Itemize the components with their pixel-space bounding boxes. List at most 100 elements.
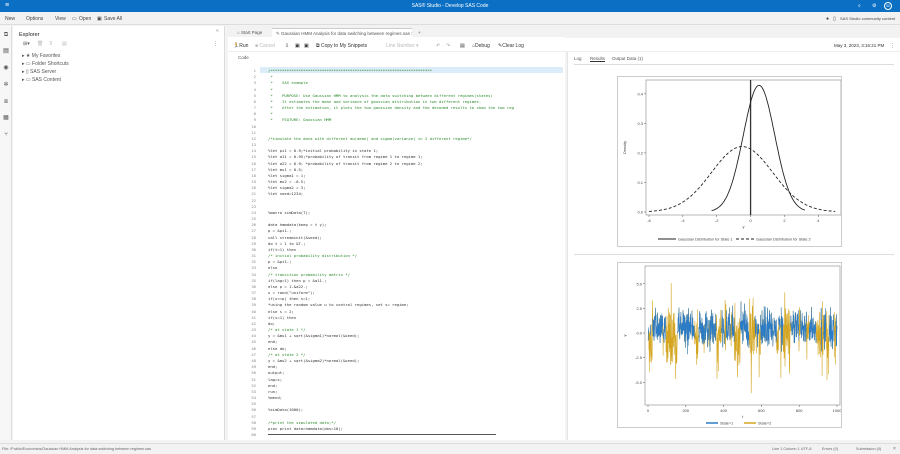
code-line: * — [268, 74, 273, 80]
plot-frame — [644, 265, 841, 406]
debug-label: Debug — [475, 43, 490, 49]
cancel-label: Cancel — [259, 43, 275, 49]
avatar[interactable]: M — [884, 2, 892, 10]
code-line: /* initial probability distribution */ — [268, 253, 358, 259]
tree-item-sas-content[interactable]: ▸ ▭ SAS Content — [22, 77, 61, 83]
line-number: 58 — [251, 419, 256, 425]
new-folder-icon[interactable]: ⊞▾ — [23, 41, 30, 47]
tasks-icon[interactable]: ✲ — [3, 82, 9, 88]
current-line-highlight — [260, 67, 563, 73]
errors-indicator[interactable]: Errors (0) — [822, 447, 839, 451]
line-number: 12 — [251, 135, 256, 141]
line-number: 27 — [251, 228, 256, 234]
hamburger-icon[interactable]: ≡ — [5, 2, 10, 9]
tab-log[interactable]: Log — [574, 56, 582, 61]
tab-bar: ⌂ Start Page ✎ Gaussian HMM Analysis for… — [228, 26, 900, 37]
clear-log-button[interactable]: ✎Clear Log — [498, 43, 524, 49]
save-as-icon[interactable]: ▣ — [295, 43, 300, 49]
code-line: else do; — [268, 345, 287, 351]
line-number: 55 — [251, 401, 256, 407]
code-line: /*simulate the data with different mu(me… — [268, 135, 472, 141]
tree-item-my-favorites[interactable]: ▸ ★ My Favorites — [22, 53, 61, 59]
menu-bar: New Options View ▭ Open ▣ Save All ● ▯ S… — [0, 12, 900, 25]
settings-icon[interactable]: ⚙ — [872, 3, 877, 9]
x-tick-label: -4 — [681, 218, 685, 223]
delete-icon[interactable]: 🗑 — [37, 41, 44, 47]
line-number: 31 — [251, 253, 256, 259]
tab-code[interactable]: Code — [238, 55, 249, 60]
collapse-icon[interactable]: « — [216, 28, 219, 34]
git-icon[interactable]: ⑂ — [4, 132, 8, 138]
toolbar: 🏃Run ■ Cancel ⇩ ▣ ▣ ⧉ Copy to My Snippet… — [228, 38, 900, 52]
menu-view[interactable]: View — [55, 16, 66, 22]
line-number-dropdown[interactable]: Line Number ▾ — [386, 43, 419, 49]
explorer-icon[interactable]: ▤ — [3, 48, 9, 54]
tree-label: SAS Server — [30, 69, 57, 75]
tab-program[interactable]: ✎ Gaussian HMM Analysis for data switchi… — [272, 28, 412, 37]
tab-label: Start Page — [240, 30, 263, 35]
close-icon[interactable]: × — [893, 446, 896, 452]
debug-button[interactable]: ⌂Debug — [472, 43, 490, 49]
help-icon[interactable]: ● — [826, 16, 830, 22]
filter-icon[interactable]: ⊽ — [49, 41, 53, 47]
line-number: 30 — [251, 246, 256, 252]
code-line: output; — [268, 370, 285, 376]
tab-output-data[interactable]: Output Data (1) — [612, 56, 644, 61]
y-tick-label: 5.0 — [636, 281, 642, 286]
code-line: /***************************************… — [268, 68, 432, 73]
divider — [574, 64, 894, 65]
line-number: 16 — [251, 160, 256, 166]
line-number: 50 — [251, 370, 256, 376]
line-number: 36 — [251, 283, 256, 289]
format-icon[interactable]: ▤ — [460, 43, 465, 49]
tree-item-folder-shortcuts[interactable]: ▸ ▭ Folder Shortcuts — [22, 61, 69, 67]
run-button[interactable]: 🏃Run — [233, 43, 249, 49]
code-line: /* at state 1 */ — [268, 327, 306, 333]
cursor-position: Line 1 Column 1 UTF-8 — [772, 447, 812, 451]
search-icon[interactable]: ⌕ — [858, 3, 861, 9]
submission-indicator[interactable]: Submission (0) — [856, 447, 882, 451]
menu-open[interactable]: Open — [79, 16, 92, 22]
legend-label: State=2 — [758, 422, 771, 426]
line-number: 29 — [251, 240, 256, 246]
x-tick-label: 0 — [749, 218, 752, 223]
code-editor[interactable]: 1 /**************************************… — [230, 64, 563, 438]
jobs-icon[interactable]: ▦ — [3, 115, 9, 121]
community-content-link[interactable]: SAS Studio community content — [840, 16, 896, 21]
properties-icon[interactable]: ▤ — [62, 41, 67, 47]
tree-label: My Favorites — [31, 53, 61, 59]
cancel-button[interactable]: ■ Cancel — [255, 43, 275, 49]
redo-icon[interactable]: ↷ — [446, 43, 451, 49]
more-icon[interactable]: ⋮ — [890, 43, 895, 49]
menu-options[interactable]: Options — [26, 16, 44, 22]
menu-new[interactable]: New — [5, 16, 16, 22]
libraries-icon[interactable]: ◉ — [3, 65, 9, 71]
undo-icon[interactable]: ↶ — [436, 43, 441, 49]
line-number: 3 — [253, 80, 256, 86]
open-files-icon[interactable]: ⧉ — [3, 32, 9, 38]
more-options-icon[interactable]: ⋮ — [213, 41, 218, 47]
code-line: p = &pi1.; — [268, 228, 292, 234]
copy-snippets-button[interactable]: ⧉ Copy to My Snippets — [316, 43, 368, 49]
line-number: 41 — [251, 314, 256, 320]
download-icon[interactable]: ▣ — [304, 43, 309, 49]
code-line: end; — [268, 339, 278, 345]
tree-item-sas-server[interactable]: ▸ ▯ SAS Server — [22, 69, 57, 75]
code-line: %let a11 = 0.95;*probability of transit … — [268, 154, 423, 160]
plot-frame — [645, 79, 841, 216]
save-icon[interactable]: ⇩ — [285, 43, 290, 49]
app-title: SAS® Studio - Develop SAS Code — [411, 3, 489, 9]
x-tick-label: 4 — [817, 218, 820, 223]
x-axis-label: y — [743, 224, 745, 229]
snippets-icon[interactable]: ⧈ — [4, 99, 8, 105]
x-tick-label: 0 — [647, 408, 650, 413]
add-tab-icon[interactable]: + — [418, 30, 421, 35]
code-line: do t = 1 to &T.; — [268, 240, 306, 246]
line-number: 48 — [251, 357, 256, 363]
line-number: 56 — [251, 407, 256, 413]
line-number: 32 — [251, 259, 256, 265]
tab-start-page[interactable]: ⌂ Start Page — [237, 30, 263, 35]
tab-results[interactable]: Results — [590, 56, 606, 62]
menu-save-all[interactable]: Save All — [104, 16, 123, 22]
line-number: 42 — [251, 320, 256, 326]
